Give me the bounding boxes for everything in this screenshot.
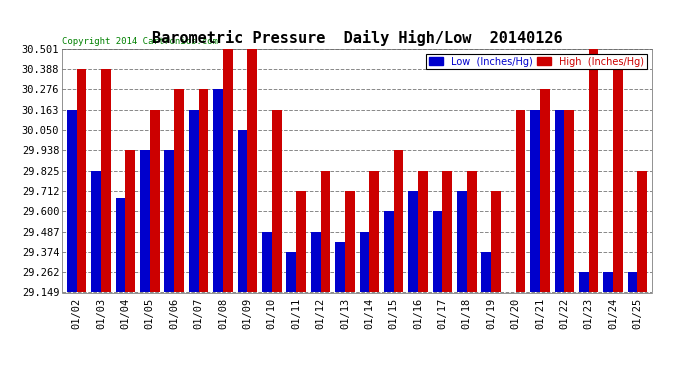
- Bar: [91, 171, 101, 292]
- Bar: [335, 242, 345, 292]
- Bar: [223, 49, 233, 292]
- Bar: [564, 110, 574, 292]
- Bar: [515, 110, 525, 292]
- Bar: [175, 89, 184, 292]
- Bar: [116, 198, 126, 292]
- Bar: [77, 69, 86, 292]
- Bar: [579, 272, 589, 292]
- Bar: [530, 110, 540, 292]
- Bar: [482, 252, 491, 292]
- Bar: [466, 171, 477, 292]
- Bar: [589, 49, 598, 292]
- Bar: [189, 110, 199, 292]
- Bar: [213, 89, 223, 292]
- Bar: [384, 211, 393, 292]
- Bar: [393, 150, 404, 292]
- Bar: [369, 171, 379, 292]
- Bar: [491, 191, 501, 292]
- Bar: [126, 150, 135, 292]
- Legend: Low  (Inches/Hg), High  (Inches/Hg): Low (Inches/Hg), High (Inches/Hg): [426, 54, 647, 69]
- Bar: [418, 171, 428, 292]
- Bar: [67, 110, 77, 292]
- Bar: [345, 191, 355, 292]
- Bar: [272, 110, 282, 292]
- Bar: [199, 89, 208, 292]
- Bar: [286, 252, 296, 292]
- Bar: [613, 69, 623, 292]
- Bar: [101, 69, 111, 292]
- Bar: [310, 231, 321, 292]
- Bar: [442, 171, 452, 292]
- Bar: [628, 272, 638, 292]
- Text: Copyright 2014 Cartronics.com: Copyright 2014 Cartronics.com: [62, 38, 218, 46]
- Bar: [164, 150, 175, 292]
- Bar: [638, 171, 647, 292]
- Title: Barometric Pressure  Daily High/Low  20140126: Barometric Pressure Daily High/Low 20140…: [152, 30, 562, 46]
- Bar: [540, 89, 550, 292]
- Bar: [248, 49, 257, 292]
- Bar: [237, 130, 248, 292]
- Bar: [433, 211, 442, 292]
- Bar: [150, 110, 159, 292]
- Bar: [603, 272, 613, 292]
- Bar: [457, 191, 466, 292]
- Bar: [296, 191, 306, 292]
- Bar: [359, 231, 369, 292]
- Bar: [140, 150, 150, 292]
- Bar: [321, 171, 331, 292]
- Bar: [408, 191, 418, 292]
- Bar: [555, 110, 564, 292]
- Bar: [262, 231, 272, 292]
